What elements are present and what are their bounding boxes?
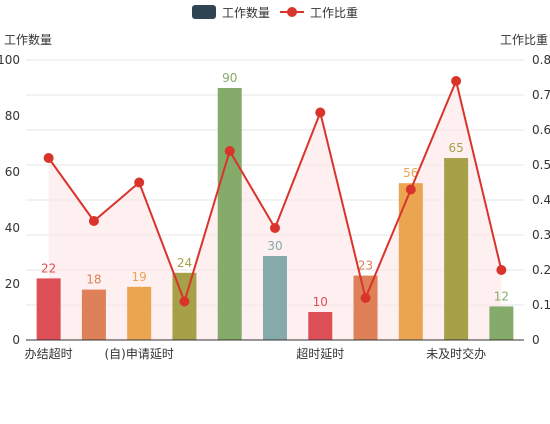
line-point[interactable] — [88, 216, 99, 226]
bar[interactable] — [353, 275, 378, 340]
legend-label: 工作比重 — [310, 6, 358, 20]
bar-value-label: 19 — [132, 270, 147, 284]
line-area-fill — [48, 81, 502, 340]
line-point[interactable] — [179, 296, 190, 307]
bar-value-label: 22 — [41, 261, 56, 275]
bar[interactable] — [444, 158, 469, 340]
bar-value-label: 10 — [313, 295, 328, 309]
y-right-axis-title: 工作比重 — [500, 33, 548, 47]
line-point[interactable] — [496, 265, 507, 275]
x-tick-label: 办结超时 — [25, 346, 73, 361]
y-left-axis-title: 工作数量 — [4, 32, 52, 47]
bar[interactable] — [217, 88, 242, 340]
bar[interactable] — [36, 278, 61, 340]
line-point[interactable] — [451, 76, 462, 86]
legend-label: 工作数量 — [222, 5, 270, 20]
y-left-tick-label: 20 — [5, 277, 20, 291]
bar[interactable] — [489, 306, 514, 340]
y-right-tick-label: 0.4 — [532, 193, 550, 207]
bar-value-label: 12 — [494, 289, 509, 303]
line-point[interactable] — [43, 153, 54, 163]
bar-value-label: 18 — [86, 273, 101, 287]
y-right-tick-label: 0 — [532, 333, 540, 347]
y-left-tick-label: 40 — [5, 221, 20, 235]
y-left-tick-label: 100 — [0, 53, 20, 67]
line-point[interactable] — [224, 146, 235, 156]
bar-value-label: 30 — [267, 239, 282, 253]
line-point[interactable] — [315, 107, 326, 118]
bar-value-label: 65 — [448, 141, 463, 155]
y-right-tick-label: 0.1 — [532, 298, 550, 312]
y-right-tick-label: 0.2 — [532, 263, 550, 277]
y-right-tick-label: 0.6 — [532, 123, 550, 137]
x-tick-label: 未及时交办 — [426, 346, 486, 361]
bar[interactable] — [127, 286, 152, 340]
bar-value-label: 56 — [403, 166, 418, 180]
x-tick-label: 超时延时 — [296, 346, 344, 361]
line-point[interactable] — [134, 177, 145, 188]
line-point[interactable] — [270, 223, 280, 233]
y-right-tick-label: 0.7 — [532, 88, 550, 102]
y-left-tick-label: 60 — [5, 165, 20, 179]
bar[interactable] — [263, 256, 287, 340]
y-right-tick-label: 0.5 — [532, 158, 550, 172]
y-left-tick-label: 80 — [5, 109, 20, 123]
legend-bar-swatch[interactable] — [192, 5, 216, 19]
y-right-tick-label: 0.8 — [532, 53, 550, 67]
x-tick-label: (自)申请延时 — [104, 347, 173, 361]
bar-value-label: 23 — [358, 259, 373, 273]
legend-line-marker — [287, 7, 297, 17]
bar[interactable] — [308, 312, 333, 340]
bar[interactable] — [398, 183, 423, 340]
bar-value-label: 24 — [177, 256, 192, 270]
y-right-tick-label: 0.3 — [532, 228, 550, 242]
line-point[interactable] — [405, 184, 416, 195]
y-left-tick-label: 0 — [12, 333, 20, 347]
line-point[interactable] — [360, 293, 371, 303]
bar-value-label: 90 — [222, 71, 237, 85]
bar[interactable] — [81, 289, 106, 340]
